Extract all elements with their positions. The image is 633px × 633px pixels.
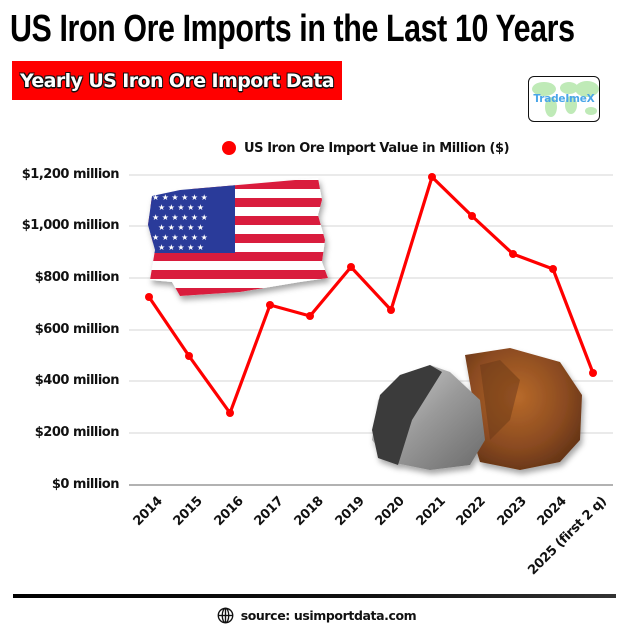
svg-text:★ ★ ★ ★ ★: ★ ★ ★ ★ ★ — [158, 243, 204, 252]
subtitle-text: Yearly US Iron Ore Import Data — [19, 69, 335, 92]
y-tick-label: $1,200 million — [21, 167, 120, 182]
subtitle-banner: Yearly US Iron Ore Import Data — [12, 61, 342, 100]
y-tick-label: $800 million — [34, 270, 120, 285]
footer-divider — [13, 594, 616, 598]
series-line — [147, 175, 595, 415]
legend-marker-icon — [222, 141, 236, 155]
footer-source: source: usimportdata.com — [0, 604, 633, 626]
y-tick-label: $200 million — [34, 425, 120, 440]
y-tick-label: $600 million — [34, 322, 120, 337]
svg-text:★ ★ ★ ★ ★ ★: ★ ★ ★ ★ ★ ★ — [152, 193, 208, 202]
series-markers — [145, 173, 597, 417]
globe-icon — [217, 607, 234, 623]
logo-text: TradeImeX — [533, 93, 595, 105]
source-text: source: usimportdata.com — [240, 607, 417, 623]
y-tick-label: $1,000 million — [21, 218, 120, 233]
page-title: US Iron Ore Imports in the Last 10 Years — [10, 8, 575, 50]
us-flag-icon: ★ ★ ★ ★ ★ ★ ★ ★ ★ ★ ★ ★ ★ ★ ★ ★ ★ ★ ★ ★ … — [148, 178, 328, 296]
svg-text:★ ★ ★ ★ ★ ★: ★ ★ ★ ★ ★ ★ — [152, 233, 208, 242]
svg-text:★ ★ ★ ★ ★ ★: ★ ★ ★ ★ ★ ★ — [152, 213, 208, 222]
world-map-icon — [532, 81, 599, 117]
legend-label: US Iron Ore Import Value in Million ($) — [244, 140, 510, 156]
iron-ore-rocks — [372, 348, 582, 470]
tradeimex-logo: TradeImeX — [528, 76, 600, 122]
chart-legend: US Iron Ore Import Value in Million ($) — [222, 138, 510, 158]
svg-text:★ ★ ★ ★ ★: ★ ★ ★ ★ ★ — [158, 203, 204, 212]
y-tick-label: $400 million — [34, 373, 120, 388]
svg-text:★ ★ ★ ★ ★: ★ ★ ★ ★ ★ — [158, 223, 204, 232]
y-tick-label: $0 million — [51, 477, 120, 492]
